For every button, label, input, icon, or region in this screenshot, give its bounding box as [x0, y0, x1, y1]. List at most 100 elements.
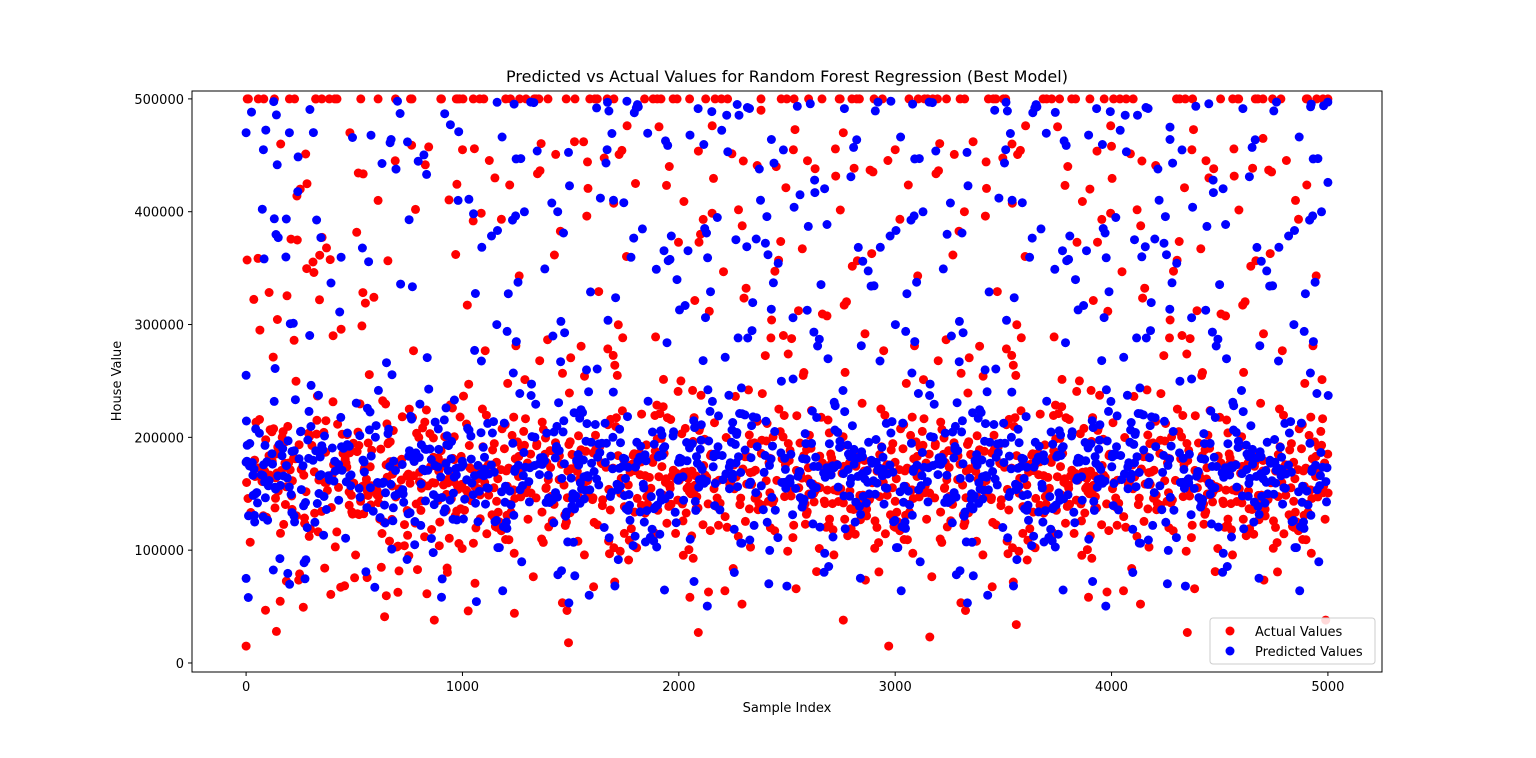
actual-value-point: [459, 391, 468, 401]
predicted-value-point: [257, 204, 267, 214]
predicted-value-point: [1150, 413, 1160, 423]
actual-value-point: [564, 388, 574, 398]
predicted-value-point: [871, 435, 881, 444]
actual-value-point: [561, 94, 571, 104]
actual-value-point: [308, 257, 318, 267]
predicted-value-point: [1005, 129, 1015, 138]
predicted-value-point: [562, 507, 571, 517]
predicted-value-point: [647, 524, 657, 534]
predicted-value-point: [413, 156, 423, 166]
predicted-value-point: [822, 220, 832, 229]
actual-value-point: [847, 94, 857, 104]
predicted-value-point: [540, 456, 550, 466]
actual-value-point: [934, 166, 943, 176]
actual-value-point: [617, 406, 627, 416]
actual-value-point: [444, 195, 454, 205]
predicted-value-point: [873, 97, 883, 107]
predicted-value-point: [1149, 488, 1159, 498]
predicted-value-point: [678, 472, 688, 482]
actual-value-point: [1185, 491, 1195, 501]
predicted-value-point: [931, 146, 941, 156]
predicted-value-point: [957, 416, 967, 426]
predicted-value-point: [592, 364, 602, 374]
predicted-value-point: [1006, 432, 1016, 442]
predicted-value-point: [732, 100, 742, 109]
predicted-value-point: [768, 278, 778, 288]
predicted-value-point: [691, 505, 701, 515]
actual-value-point: [272, 315, 282, 324]
predicted-value-point: [566, 473, 576, 483]
predicted-value-point: [421, 496, 430, 506]
y-tick-label: 400000: [134, 206, 184, 221]
actual-value-point: [403, 530, 413, 540]
predicted-value-point: [1027, 541, 1037, 551]
predicted-value-point: [1077, 472, 1087, 482]
actual-value-point: [442, 567, 452, 577]
predicted-value-point: [387, 370, 397, 380]
actual-value-point: [860, 329, 870, 339]
predicted-value-point: [839, 104, 849, 114]
predicted-value-point: [398, 489, 408, 499]
predicted-value-point: [441, 403, 451, 413]
predicted-value-point: [1046, 427, 1056, 437]
predicted-value-point: [849, 142, 859, 152]
predicted-value-point: [620, 454, 630, 464]
predicted-value-point: [1014, 438, 1024, 448]
predicted-value-point: [1034, 507, 1044, 517]
predicted-value-point: [635, 507, 645, 517]
actual-value-point: [424, 142, 434, 152]
predicted-value-point: [1253, 501, 1263, 511]
actual-value-point: [857, 398, 867, 408]
predicted-value-point: [344, 441, 354, 451]
predicted-value-point: [556, 316, 566, 326]
predicted-value-point: [962, 598, 972, 608]
predicted-value-point: [815, 522, 825, 532]
predicted-value-point: [1050, 107, 1060, 117]
predicted-value-point: [1248, 444, 1257, 454]
predicted-value-point: [843, 465, 853, 474]
predicted-value-point: [690, 496, 700, 506]
predicted-value-point: [570, 571, 580, 581]
actual-value-point: [1008, 360, 1018, 370]
actual-value-point: [309, 268, 319, 277]
predicted-value-point: [342, 428, 352, 438]
predicted-value-point: [875, 356, 885, 366]
actual-value-point: [922, 514, 932, 524]
predicted-value-point: [728, 418, 738, 427]
predicted-value-point: [1291, 543, 1301, 553]
predicted-value-point: [1215, 280, 1225, 290]
predicted-value-point: [273, 233, 283, 243]
actual-value-point: [659, 374, 668, 384]
actual-value-point: [927, 572, 937, 582]
predicted-value-point: [1130, 235, 1139, 245]
predicted-value-point: [985, 437, 995, 447]
predicted-value-point: [1207, 327, 1217, 337]
actual-value-point: [411, 204, 420, 214]
actual-value-point: [1229, 171, 1239, 181]
actual-value-point: [428, 433, 438, 443]
predicted-value-point: [1081, 456, 1091, 466]
predicted-value-point: [440, 504, 450, 514]
predicted-value-point: [373, 385, 383, 395]
predicted-value-point: [542, 428, 552, 438]
predicted-value-point: [1104, 406, 1113, 416]
predicted-value-point: [749, 520, 759, 530]
predicted-value-point: [1053, 529, 1063, 539]
predicted-value-point: [877, 442, 887, 452]
actual-value-point: [354, 441, 364, 450]
actual-value-point: [535, 356, 545, 366]
actual-value-point: [509, 548, 519, 558]
predicted-value-point: [269, 396, 279, 406]
predicted-value-point: [471, 597, 481, 607]
actual-value-point: [1010, 413, 1020, 423]
predicted-value-point: [773, 258, 783, 268]
actual-value-point: [746, 542, 755, 552]
actual-value-point: [840, 367, 850, 377]
predicted-value-point: [994, 193, 1004, 203]
actual-value-point: [956, 368, 966, 378]
actual-value-point: [1015, 145, 1025, 155]
predicted-value-point: [968, 504, 978, 514]
predicted-value-point: [713, 442, 723, 452]
actual-value-point: [880, 529, 890, 539]
actual-value-point: [1318, 414, 1328, 424]
